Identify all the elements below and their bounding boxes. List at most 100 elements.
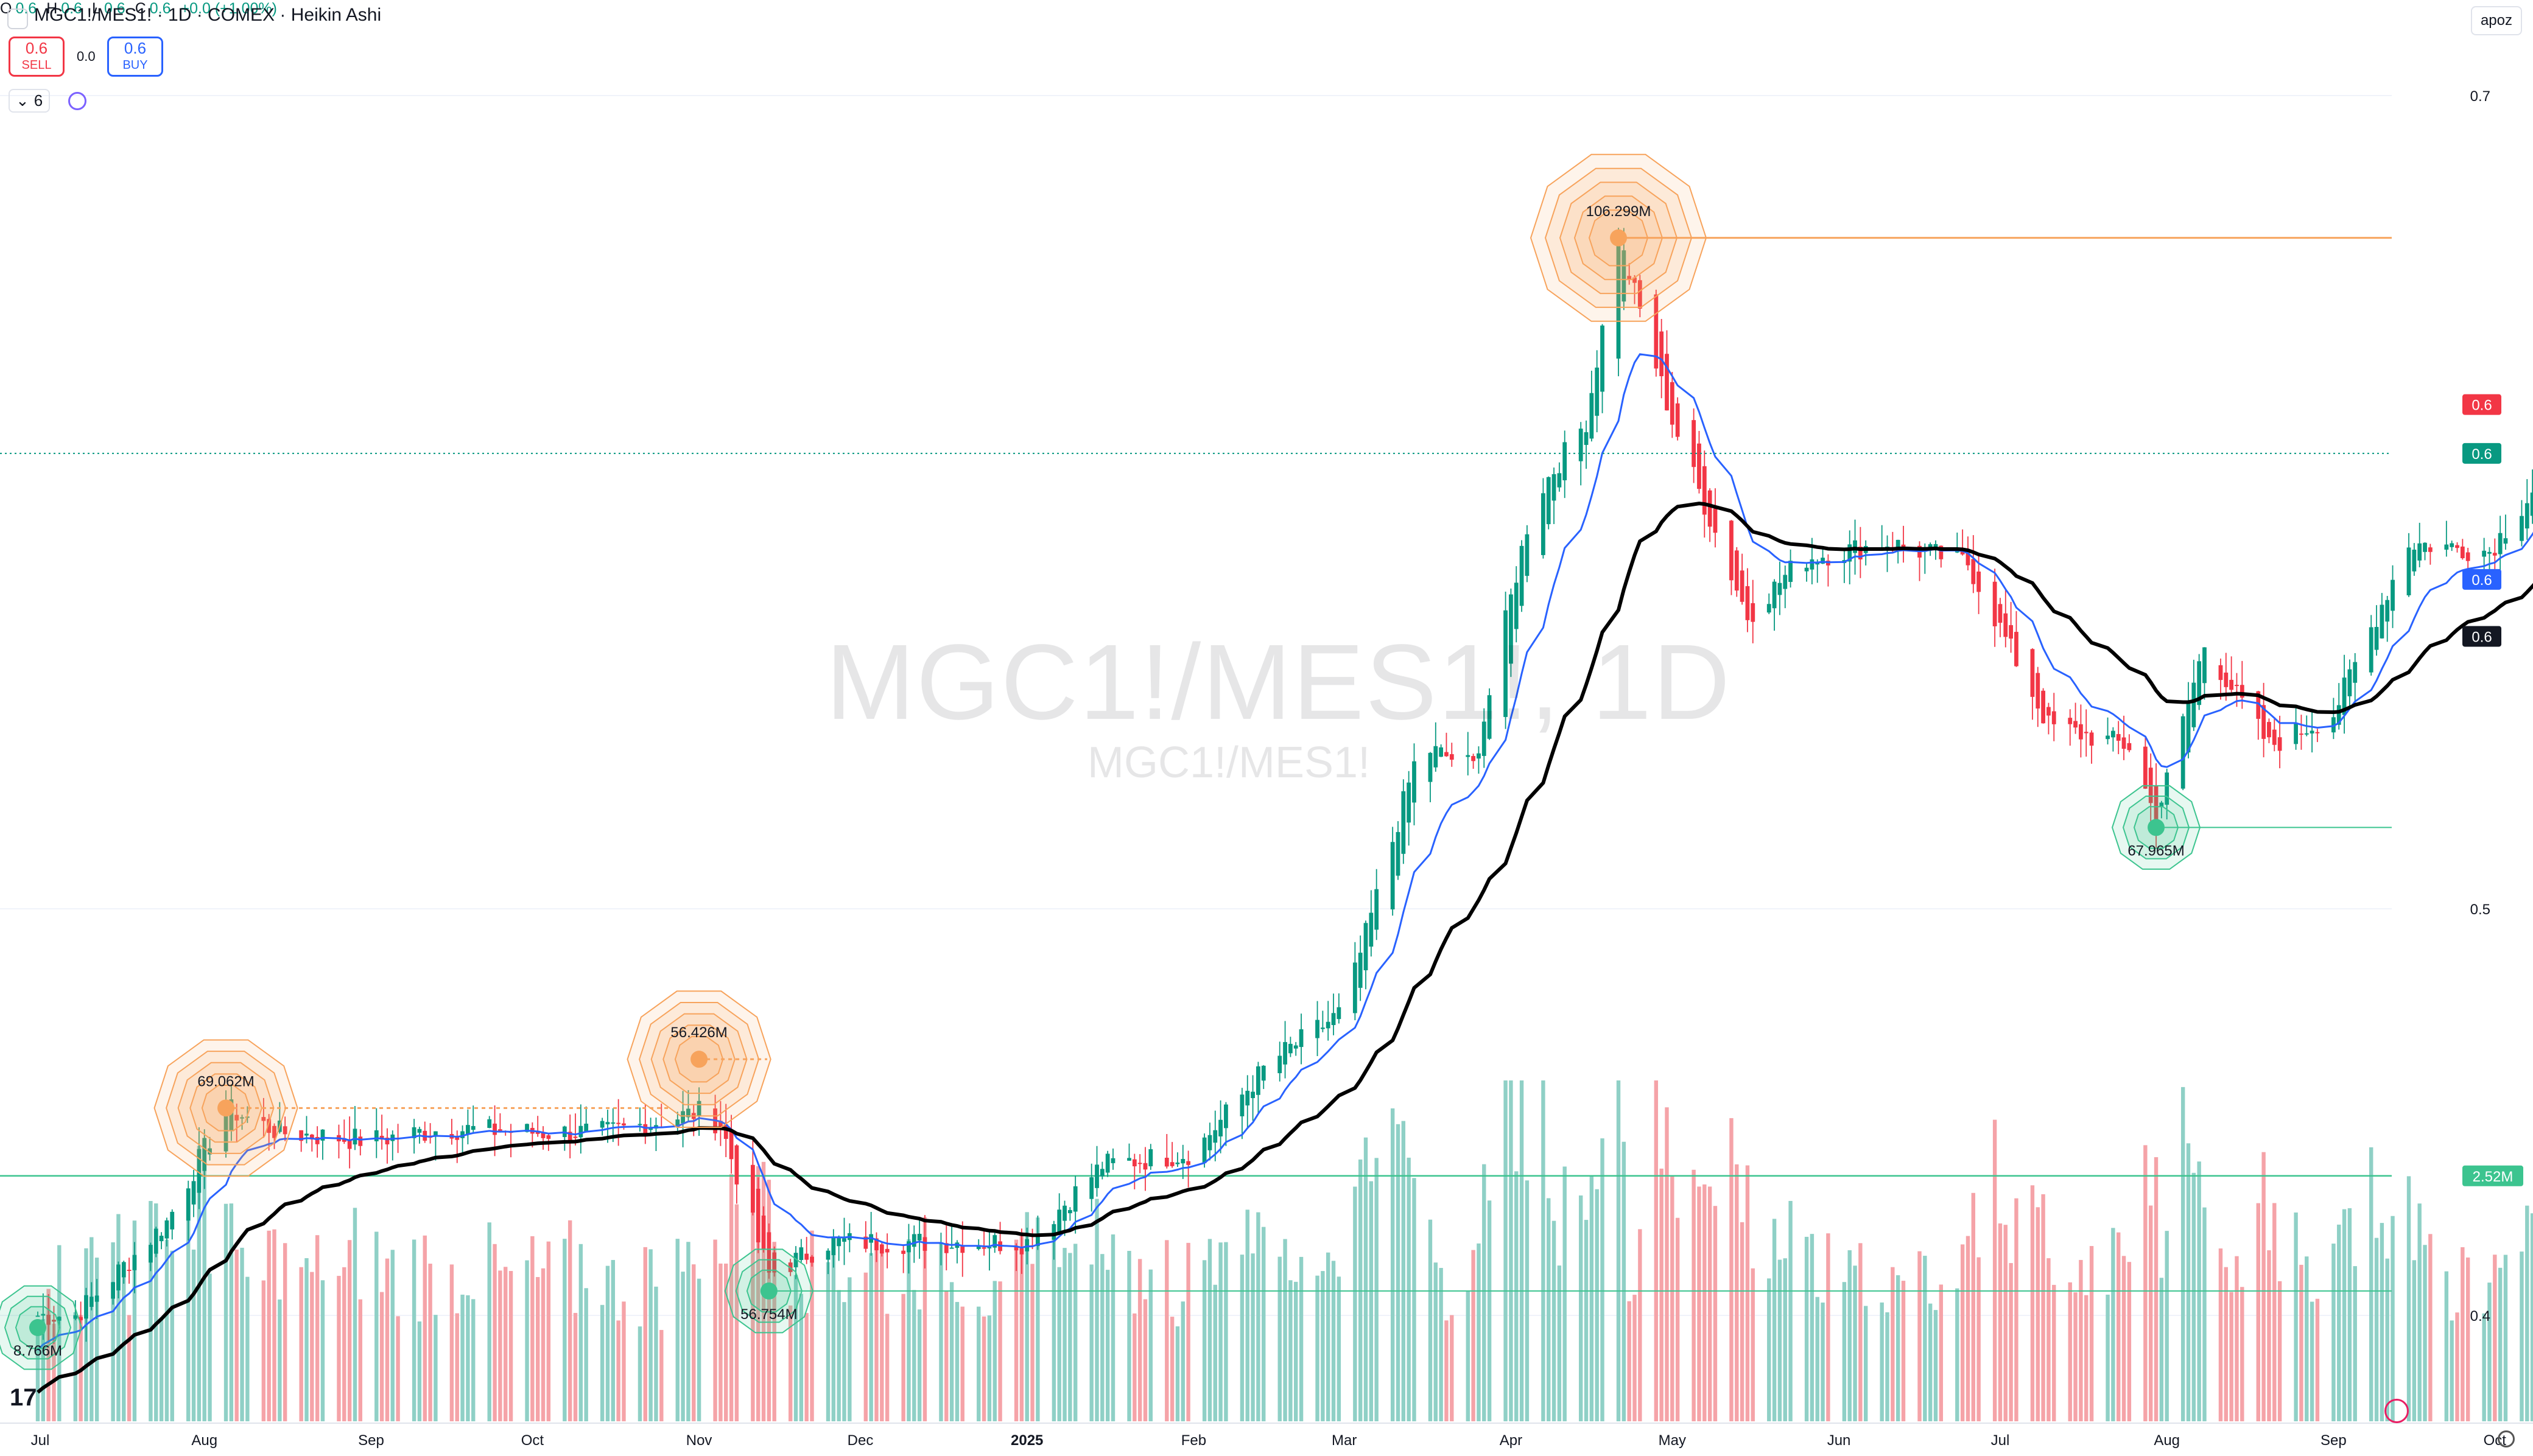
volume-bar xyxy=(751,1172,755,1421)
candle-body xyxy=(261,1117,266,1121)
tradingview-logo-icon[interactable]: 17 xyxy=(10,1384,37,1411)
volume-bar xyxy=(304,1258,309,1421)
volume-bar xyxy=(1487,1200,1492,1421)
candle-body xyxy=(616,1122,621,1124)
candle-body xyxy=(1589,393,1594,439)
lightning-icon[interactable] xyxy=(2384,1399,2409,1423)
volume-bar xyxy=(1213,1284,1217,1421)
candle-body xyxy=(2261,705,2266,739)
volume-bar xyxy=(2111,1228,2115,1421)
volume-bar xyxy=(1202,1260,1207,1421)
volume-bar xyxy=(546,1241,551,1421)
candle-body xyxy=(2197,661,2202,705)
candle-body xyxy=(94,1295,99,1302)
volume-bar xyxy=(2009,1263,2013,1421)
volume-bar xyxy=(2261,1152,2266,1421)
volume-bar xyxy=(922,1217,927,1421)
volume-bar xyxy=(1482,1164,1486,1421)
volume-bar xyxy=(1030,1264,1035,1421)
volume-bar xyxy=(2073,1292,2078,1421)
volume-marker-label: 56.754M xyxy=(740,1306,797,1323)
candle-body xyxy=(466,1125,470,1135)
candle-body xyxy=(2277,737,2282,751)
volume-bar xyxy=(1928,1303,1933,1421)
sell-button[interactable]: 0.6 SELL xyxy=(9,37,65,77)
ma-fast-line xyxy=(37,353,2533,1351)
candle-body xyxy=(2084,732,2089,733)
candle-body xyxy=(493,1123,497,1135)
candle-body xyxy=(605,1122,610,1125)
candle-body xyxy=(810,1256,814,1263)
y-tick-label: 0.4 xyxy=(2470,1308,2490,1325)
candle-body xyxy=(1509,594,1513,664)
sync-icon[interactable] xyxy=(68,91,87,110)
volume-bar xyxy=(530,1236,535,1421)
volume-bar xyxy=(912,1290,916,1421)
volume-bar xyxy=(1917,1251,1922,1421)
volume-bar xyxy=(2342,1209,2347,1421)
candle-body xyxy=(1067,1209,1072,1214)
volume-bar xyxy=(1654,1080,1659,1421)
buy-button[interactable]: 0.6 BUY xyxy=(107,37,163,77)
volume-bar xyxy=(1772,1219,1777,1421)
volume-bar xyxy=(1137,1259,1142,1421)
candle-body xyxy=(1089,1177,1094,1199)
volume-bar xyxy=(278,1299,282,1421)
low-value: 0.6 xyxy=(104,0,125,17)
volume-bar xyxy=(2444,1271,2449,1421)
volume-bar xyxy=(2003,1225,2008,1421)
candle-body xyxy=(1390,842,1395,910)
candle-body xyxy=(2116,733,2121,741)
indicators-toggle[interactable]: ⌄ 6 xyxy=(9,89,51,113)
volume-bar xyxy=(2498,1267,2503,1421)
candle-body xyxy=(2498,533,2503,555)
candle-body xyxy=(304,1133,309,1136)
symbol-title[interactable]: MGC1!/MES1! · 1D · COMEX · Heikin Ashi xyxy=(34,5,382,25)
volume-bar xyxy=(2240,1287,2244,1421)
price-tag-label: 0.6 xyxy=(2472,629,2492,645)
volume-bar xyxy=(2084,1295,2089,1421)
candle-body xyxy=(2487,551,2492,554)
candle-body xyxy=(1331,1013,1336,1026)
moving-averages xyxy=(0,353,2533,1394)
volume-tag xyxy=(2462,1165,2523,1186)
candle-body xyxy=(1670,382,1674,425)
candle-body xyxy=(1939,545,1944,559)
volume-bar xyxy=(2267,1250,2271,1421)
volume-bar xyxy=(977,1306,981,1421)
candle-body xyxy=(799,1247,804,1261)
candle-body xyxy=(2186,702,2191,753)
gear-icon[interactable] xyxy=(2498,1430,2515,1447)
candle-body xyxy=(2374,626,2379,650)
volume-bar xyxy=(681,1272,685,1421)
volume-marker-label: 106.299M xyxy=(1586,203,1651,220)
volume-bar xyxy=(1697,1186,1701,1421)
volume-bar xyxy=(2165,1231,2169,1421)
account-button[interactable]: apoz xyxy=(2470,6,2522,35)
volume-bar xyxy=(567,1220,572,1421)
volume-bar xyxy=(1100,1254,1105,1421)
volume-bar xyxy=(622,1301,626,1421)
candle-body xyxy=(1374,889,1379,930)
volume-bar xyxy=(1707,1186,1712,1421)
volume-bar xyxy=(493,1244,497,1421)
candle-body xyxy=(1181,1159,1186,1164)
volume-bar xyxy=(880,1249,884,1421)
candle-body xyxy=(1692,420,1696,467)
volume-bar xyxy=(2493,1255,2497,1421)
volume-bar xyxy=(1692,1169,1696,1421)
candle-body xyxy=(2406,547,2411,596)
candle-body xyxy=(1439,747,1444,757)
volume-bar xyxy=(1745,1165,1750,1421)
candle-body xyxy=(2089,732,2094,746)
candle-body xyxy=(267,1119,272,1133)
candle-body xyxy=(2041,690,2045,724)
volume-bar xyxy=(423,1235,427,1421)
collapse-legend-button[interactable] xyxy=(7,9,28,29)
volume-bar xyxy=(1895,1275,1900,1421)
volume-tag-label: 2.52M xyxy=(2473,1169,2514,1185)
candle-body xyxy=(1466,755,1470,757)
candle-body xyxy=(1111,1158,1115,1163)
candle-body xyxy=(2417,543,2422,561)
